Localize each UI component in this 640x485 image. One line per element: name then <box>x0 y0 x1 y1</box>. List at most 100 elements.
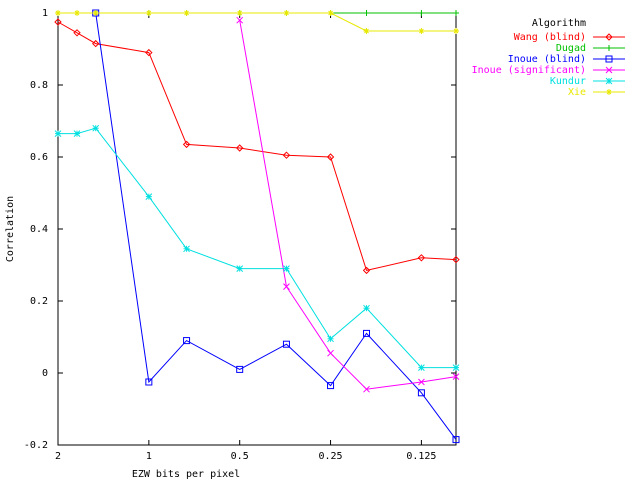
marker-stroke <box>283 265 290 272</box>
marker-stroke <box>327 335 334 343</box>
x-tick-label: 2 <box>55 451 61 462</box>
data-point <box>452 373 460 380</box>
marker-diamond <box>326 153 335 161</box>
marker-diamond <box>145 48 153 57</box>
marker-square <box>282 340 290 348</box>
data-point <box>145 193 153 200</box>
data-point <box>418 378 425 386</box>
data-point <box>54 130 62 137</box>
data-point <box>363 10 370 16</box>
data-point <box>327 349 334 357</box>
marker-stroke <box>237 10 243 16</box>
data-point <box>363 385 370 393</box>
data-point <box>145 378 153 386</box>
x-tick-label: 0.125 <box>406 451 436 462</box>
x-tick-label: 0.25 <box>319 451 343 462</box>
data-point <box>417 389 425 397</box>
marker-diamond <box>235 144 244 152</box>
data-point <box>363 329 371 337</box>
data-point <box>183 10 190 16</box>
marker-stroke <box>452 364 460 371</box>
data-point <box>327 335 334 343</box>
data-point <box>605 77 613 85</box>
data-point <box>73 29 81 37</box>
marker-square <box>417 389 425 397</box>
series-4 <box>54 124 460 371</box>
series-0 <box>54 18 460 275</box>
legend-title: Algorithm <box>532 18 586 29</box>
data-point <box>605 33 613 41</box>
x-tick-label: 1 <box>146 451 152 462</box>
series-layer <box>54 9 460 444</box>
marker-stroke <box>184 10 189 16</box>
marker-diamond <box>362 266 371 275</box>
data-point <box>283 283 290 290</box>
marker-stroke <box>236 16 244 24</box>
data-point <box>283 10 290 16</box>
marker-square <box>363 329 371 337</box>
data-point <box>606 45 612 51</box>
marker-stroke <box>146 10 152 16</box>
data-point <box>362 266 371 275</box>
y-tick-label: 0 <box>42 368 48 379</box>
marker-diamond <box>54 18 62 26</box>
marker-stroke <box>236 265 244 272</box>
marker-stroke <box>73 130 81 137</box>
marker-square <box>236 365 244 373</box>
data-point <box>326 153 335 161</box>
data-point <box>183 245 190 253</box>
data-point <box>54 18 62 26</box>
data-point <box>282 151 291 159</box>
marker-stroke <box>364 28 369 34</box>
marker-diamond <box>605 33 613 41</box>
legend-label: Wang (blind) <box>514 32 586 43</box>
data-point <box>452 364 460 371</box>
x-axis-label: EZW bits per pixel <box>132 469 240 480</box>
series-3 <box>236 16 460 393</box>
marker-diamond <box>282 151 291 159</box>
legend-label: Dugad <box>556 43 586 54</box>
legend-label: Xie <box>568 87 586 98</box>
marker-stroke <box>419 28 424 34</box>
marker-stroke <box>605 77 613 85</box>
marker-stroke <box>363 385 370 393</box>
data-point <box>418 28 425 34</box>
data-point <box>55 10 61 16</box>
data-point <box>183 337 191 345</box>
data-point <box>145 10 152 16</box>
data-point <box>605 66 613 74</box>
marker-stroke <box>55 10 61 16</box>
y-tick-label: 0.2 <box>30 296 48 307</box>
marker-stroke <box>327 349 334 357</box>
y-tick-label: 0.8 <box>30 80 48 91</box>
y-tick-label: 0.6 <box>30 152 48 163</box>
data-point <box>236 265 244 272</box>
data-point <box>235 144 244 152</box>
marker-diamond <box>73 29 81 37</box>
series-line <box>95 12 457 440</box>
marker-stroke <box>452 373 460 380</box>
marker-square <box>145 378 153 386</box>
marker-stroke <box>418 378 425 386</box>
marker-stroke <box>284 10 289 16</box>
data-point <box>452 436 460 444</box>
marker-stroke <box>605 66 613 74</box>
marker-stroke <box>363 304 370 312</box>
marker-stroke <box>418 364 425 371</box>
data-point <box>283 265 290 272</box>
marker-diamond <box>417 254 426 262</box>
data-point <box>236 16 244 24</box>
marker-stroke <box>93 10 99 16</box>
data-point <box>145 48 153 57</box>
marker-diamond <box>91 39 100 48</box>
data-point <box>74 10 81 16</box>
marker-stroke <box>453 28 459 34</box>
legend-label: Inoue (blind) <box>508 54 586 65</box>
series-2 <box>92 9 460 444</box>
marker-square <box>452 436 460 444</box>
series-line <box>239 20 457 390</box>
marker-stroke <box>145 193 153 200</box>
data-point <box>236 10 243 16</box>
data-point <box>418 364 425 371</box>
